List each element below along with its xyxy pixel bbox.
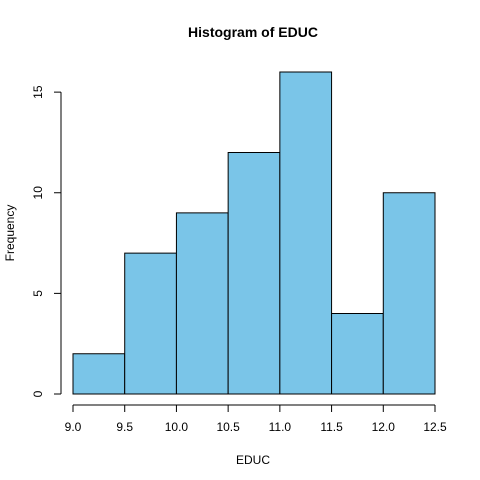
histogram-bar: [227, 152, 281, 395]
x-tick-label: 10.5: [216, 420, 240, 434]
y-tick-label: 15: [31, 85, 45, 99]
y-tick-label: 0: [31, 390, 45, 397]
y-ticks-group: 0 5 10 15: [31, 85, 61, 397]
x-tick-label: 9.5: [116, 420, 133, 434]
histogram-bar: [279, 71, 333, 395]
x-tick-label: 12.0: [372, 420, 396, 434]
x-tick-label: 10.0: [165, 420, 189, 434]
y-tick-label: 10: [31, 186, 45, 200]
x-tick-label: 11.5: [320, 420, 343, 434]
bars-group: [72, 71, 436, 395]
y-tick-label: 5: [31, 290, 45, 297]
y-axis-label: Frequency: [3, 205, 17, 262]
histogram-bar: [175, 212, 229, 395]
x-tick-label: 11.0: [269, 420, 292, 434]
histogram-bar: [382, 192, 436, 395]
chart-title: Histogram of EDUC: [188, 24, 318, 40]
x-tick-label: 9.0: [65, 420, 82, 434]
histogram-bar: [124, 252, 177, 395]
x-axis-label: EDUC: [236, 453, 270, 467]
histogram-bar: [72, 353, 126, 395]
histogram-bar: [331, 313, 384, 395]
x-ticks-group: 9.0 9.5 10.0 10.5 11.0 11.5 12.0 12.5: [65, 405, 447, 434]
x-tick-label: 12.5: [423, 420, 447, 434]
